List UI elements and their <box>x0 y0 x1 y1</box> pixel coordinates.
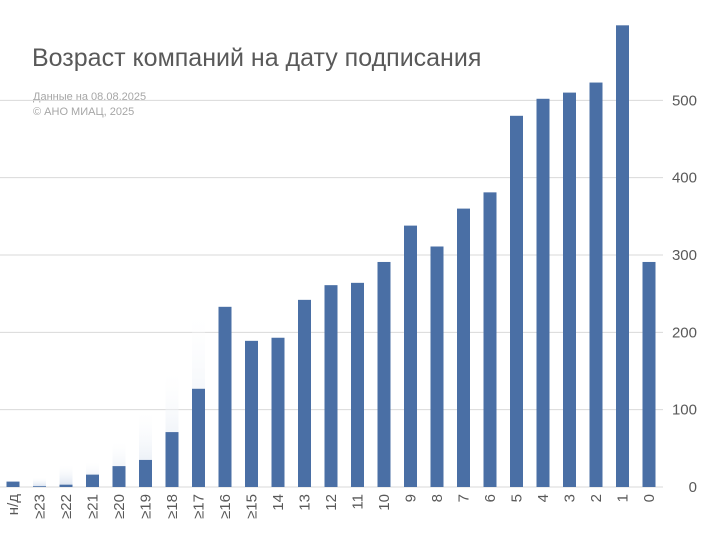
x-tick-label: 1 <box>615 494 632 502</box>
bars <box>6 25 656 488</box>
bar <box>86 474 99 487</box>
x-tick-label: ≥21 <box>85 494 102 519</box>
x-tick-label: 5 <box>509 494 526 502</box>
bar <box>589 82 603 488</box>
x-tick-label: 3 <box>562 494 579 502</box>
x-tick-label: 14 <box>270 494 287 511</box>
chart-title: Возраст компаний на дату подписания <box>32 44 482 72</box>
bar <box>430 246 444 487</box>
bar <box>33 486 46 487</box>
bar <box>59 484 73 487</box>
bar <box>112 466 126 487</box>
bar <box>245 340 258 487</box>
y-tick-label: 500 <box>672 92 697 109</box>
x-axis-ticks: н/д ≥23 ≥22 ≥21 ≥20 ≥19 ≥18 ≥17 ≥16 ≥15 14 13 12 11 10… <box>5 494 658 519</box>
y-tick-label: 0 <box>689 479 697 496</box>
bar <box>165 432 179 487</box>
copyright-note: © АНО МИАЦ, 2025 <box>33 106 135 118</box>
x-tick-label: 12 <box>323 494 340 511</box>
x-tick-label: ≥22 <box>58 494 75 519</box>
bar <box>351 282 364 487</box>
bar <box>324 285 338 487</box>
x-tick-label: 4 <box>535 494 552 502</box>
bar <box>377 261 391 487</box>
x-tick-label: 0 <box>641 494 658 502</box>
x-tick-label: ≥19 <box>138 494 155 519</box>
bar <box>563 92 576 487</box>
x-tick-label: ≥16 <box>217 494 234 519</box>
bar <box>642 261 656 487</box>
bar <box>483 192 497 488</box>
x-tick-label: 8 <box>429 494 446 502</box>
x-tick-label: н/д <box>5 494 22 515</box>
x-tick-label: 7 <box>456 494 473 502</box>
bar <box>271 337 285 487</box>
faded-bar <box>33 477 46 487</box>
bar <box>404 225 417 487</box>
x-tick-label: 13 <box>297 494 314 511</box>
x-tick-label: 6 <box>482 494 499 502</box>
faded-bar <box>59 465 73 487</box>
bar <box>139 459 152 487</box>
bar <box>457 208 470 487</box>
x-tick-label: ≥15 <box>244 494 261 519</box>
x-tick-label: 9 <box>403 494 420 502</box>
x-tick-label: 10 <box>376 494 393 511</box>
x-tick-label: 2 <box>588 494 605 502</box>
bar <box>616 25 629 487</box>
x-tick-label: ≥17 <box>191 494 208 519</box>
bar <box>536 98 550 487</box>
bar <box>298 299 311 487</box>
x-tick-label: 11 <box>350 494 367 510</box>
bar <box>218 306 232 487</box>
y-tick-label: 200 <box>672 324 697 341</box>
bar <box>6 481 20 487</box>
y-tick-label: 300 <box>672 247 697 264</box>
x-tick-label: ≥23 <box>32 494 49 519</box>
y-tick-label: 400 <box>672 170 697 187</box>
y-axis-ticks: 0 100 200 300 400 500 <box>672 92 697 496</box>
bar <box>192 388 205 487</box>
x-tick-label: ≥18 <box>164 494 181 519</box>
x-tick-label: ≥20 <box>111 494 128 519</box>
y-tick-label: 100 <box>672 402 697 419</box>
bar <box>510 115 523 488</box>
